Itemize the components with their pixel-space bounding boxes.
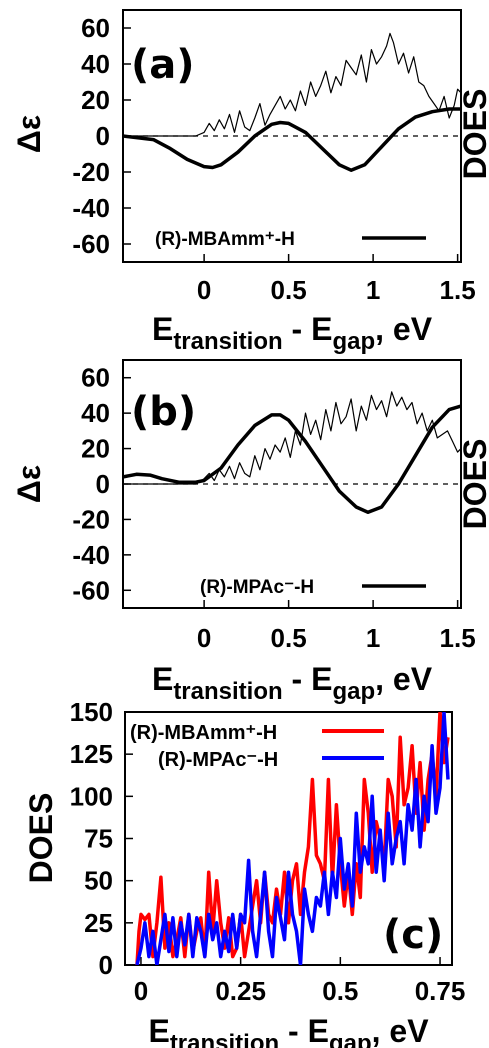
panel-a-chart: (a) (R)-MBAmm⁺-H 60 40 20 0 -20 -40 -60 0 0.5 1 1.… [11,9,489,355]
y-tick-label: 40 [81,49,110,79]
y-tick-label: 0 [96,121,110,151]
y-tick-label: 75 [84,824,113,854]
x-tick-label: 0.5 [322,976,358,1006]
panel-c-legend-label-blue: (R)-MPAc⁻-H [158,749,278,771]
x-tick-label: 0.25 [215,976,266,1006]
panel-a-legend-label: (R)-MBAmm⁺-H [155,229,295,250]
y-tick-label: 20 [81,85,110,115]
x-tick-label: 1.5 [440,275,476,305]
y-tick-label: -20 [72,504,110,534]
x-tick-label: 0.5 [271,623,307,653]
y-tick-label: 150 [70,697,113,727]
y-tick-label: 25 [84,908,113,938]
y-axis-label: Δε [11,115,47,153]
panel-c-legend-label-red: (R)-MBAmm⁺-H [130,722,277,744]
panel-b-chart: (b) (R)-MPAc⁻-H 60 40 20 0 -20 -40 -60 0 0.5 1 1.5… [11,359,489,705]
y-tick-label: 60 [81,13,110,43]
series-line-2 [123,391,461,485]
x-tick-label: 1.5 [440,623,476,653]
panel-b-legend-label: (R)-MPAc⁻-H [200,577,314,598]
y-tick-label: -40 [72,193,110,223]
panel-c-chart: (c) (R)-MBAmm⁺-H (R)-MPAc⁻-H 150 125 100 75… [23,697,465,1048]
right-axis-label: DOES [457,89,489,180]
x-tick-label: 1 [366,275,380,305]
series-line-2 [135,712,450,965]
y-axis-label: DOES [23,793,59,884]
y-tick-label: 20 [81,434,110,464]
x-tick-label: 0.75 [415,976,466,1006]
y-tick-label: -20 [72,157,110,187]
x-axis-label: Etransition - Egap, eV [152,661,433,705]
y-tick-label: 0 [96,469,110,499]
y-tick-label: 60 [81,363,110,393]
y-axis-label: Δε [11,465,47,503]
x-axis-label: Etransition - Egap, eV [148,1013,429,1048]
x-tick-label: 1 [366,623,380,653]
y-tick-label: -40 [72,540,110,570]
panel-c-label: (c) [383,912,443,958]
x-tick-label: 0 [134,976,148,1006]
right-axis-label: DOES [457,439,489,530]
y-tick-label: 50 [84,866,113,896]
y-tick-label: -60 [72,229,110,259]
x-tick-label: 0 [197,275,211,305]
x-tick-label: 0.5 [271,275,307,305]
panel-b-label: (b) [131,389,196,435]
series-line-2 [123,32,461,137]
y-tick-label: 40 [81,398,110,428]
x-axis-label: Etransition - Egap, eV [152,311,433,355]
panel-a-label: (a) [131,42,195,88]
y-tick-label: 100 [70,781,113,811]
x-tick-label: 0 [197,623,211,653]
y-tick-label: -60 [72,575,110,605]
y-tick-label: 125 [70,739,113,769]
y-tick-label: 0 [99,950,113,980]
series-line-1 [123,107,461,172]
series-line-1 [123,404,461,515]
